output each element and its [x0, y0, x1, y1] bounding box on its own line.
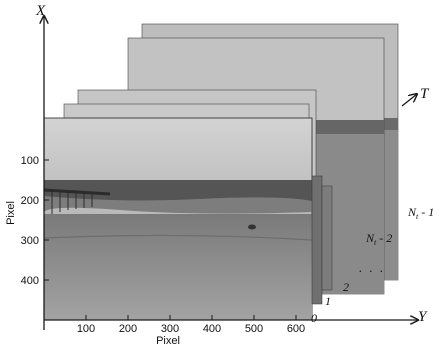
- left-tick-marks: [44, 159, 49, 281]
- front-frame-pier-posts: [51, 190, 93, 214]
- front-frame: [43, 117, 313, 321]
- bottom-tick-label: 100: [77, 323, 95, 335]
- bottom-ticks: 100 200 300 400 500 600: [77, 323, 305, 335]
- front-frame-object: [248, 224, 256, 230]
- front-frame-shoreline: [43, 234, 313, 241]
- bottom-axis-title: Pixel: [156, 335, 180, 347]
- bottom-tick-marks: [85, 315, 297, 320]
- left-axis-title: Pixel: [5, 201, 17, 225]
- t-axis-label: T: [420, 86, 430, 102]
- front-frame-surf: [43, 196, 313, 214]
- frame-label-1: 1: [325, 294, 331, 308]
- frame-ellipsis: . . .: [359, 260, 385, 275]
- t-axis-line: [401, 94, 417, 107]
- frame-label-0: 0: [311, 311, 317, 325]
- frame-label-n-minus-1: Nt - 1: [407, 205, 434, 221]
- frame-label-n-minus-2: Nt - 2: [365, 231, 392, 247]
- x-axis-label: X: [35, 3, 46, 19]
- bottom-tick-label: 300: [161, 323, 179, 335]
- frame-1-edge: [311, 175, 323, 305]
- left-tick-label: 200: [21, 195, 39, 207]
- left-tick-label: 300: [21, 235, 39, 247]
- frame-index-labels: 0 1 2 . . . Nt - 2 Nt - 1: [311, 205, 434, 325]
- left-tick-label: 400: [21, 275, 39, 287]
- left-tick-label: 100: [21, 155, 39, 167]
- frame-label-2: 2: [343, 280, 349, 294]
- bottom-tick-label: 600: [287, 323, 305, 335]
- front-frame-pier: [43, 188, 111, 196]
- bottom-tick-label: 400: [203, 323, 221, 335]
- y-axis-label: Y: [418, 309, 428, 325]
- bottom-tick-label: 200: [119, 323, 137, 335]
- front-frame-sand: [44, 214, 312, 320]
- front-frame-sea: [44, 180, 312, 202]
- bottom-tick-label: 500: [245, 323, 263, 335]
- left-ticks: 100 200 300 400: [21, 155, 39, 287]
- frame-edges: [311, 175, 333, 305]
- frame-2-edge: [321, 185, 333, 291]
